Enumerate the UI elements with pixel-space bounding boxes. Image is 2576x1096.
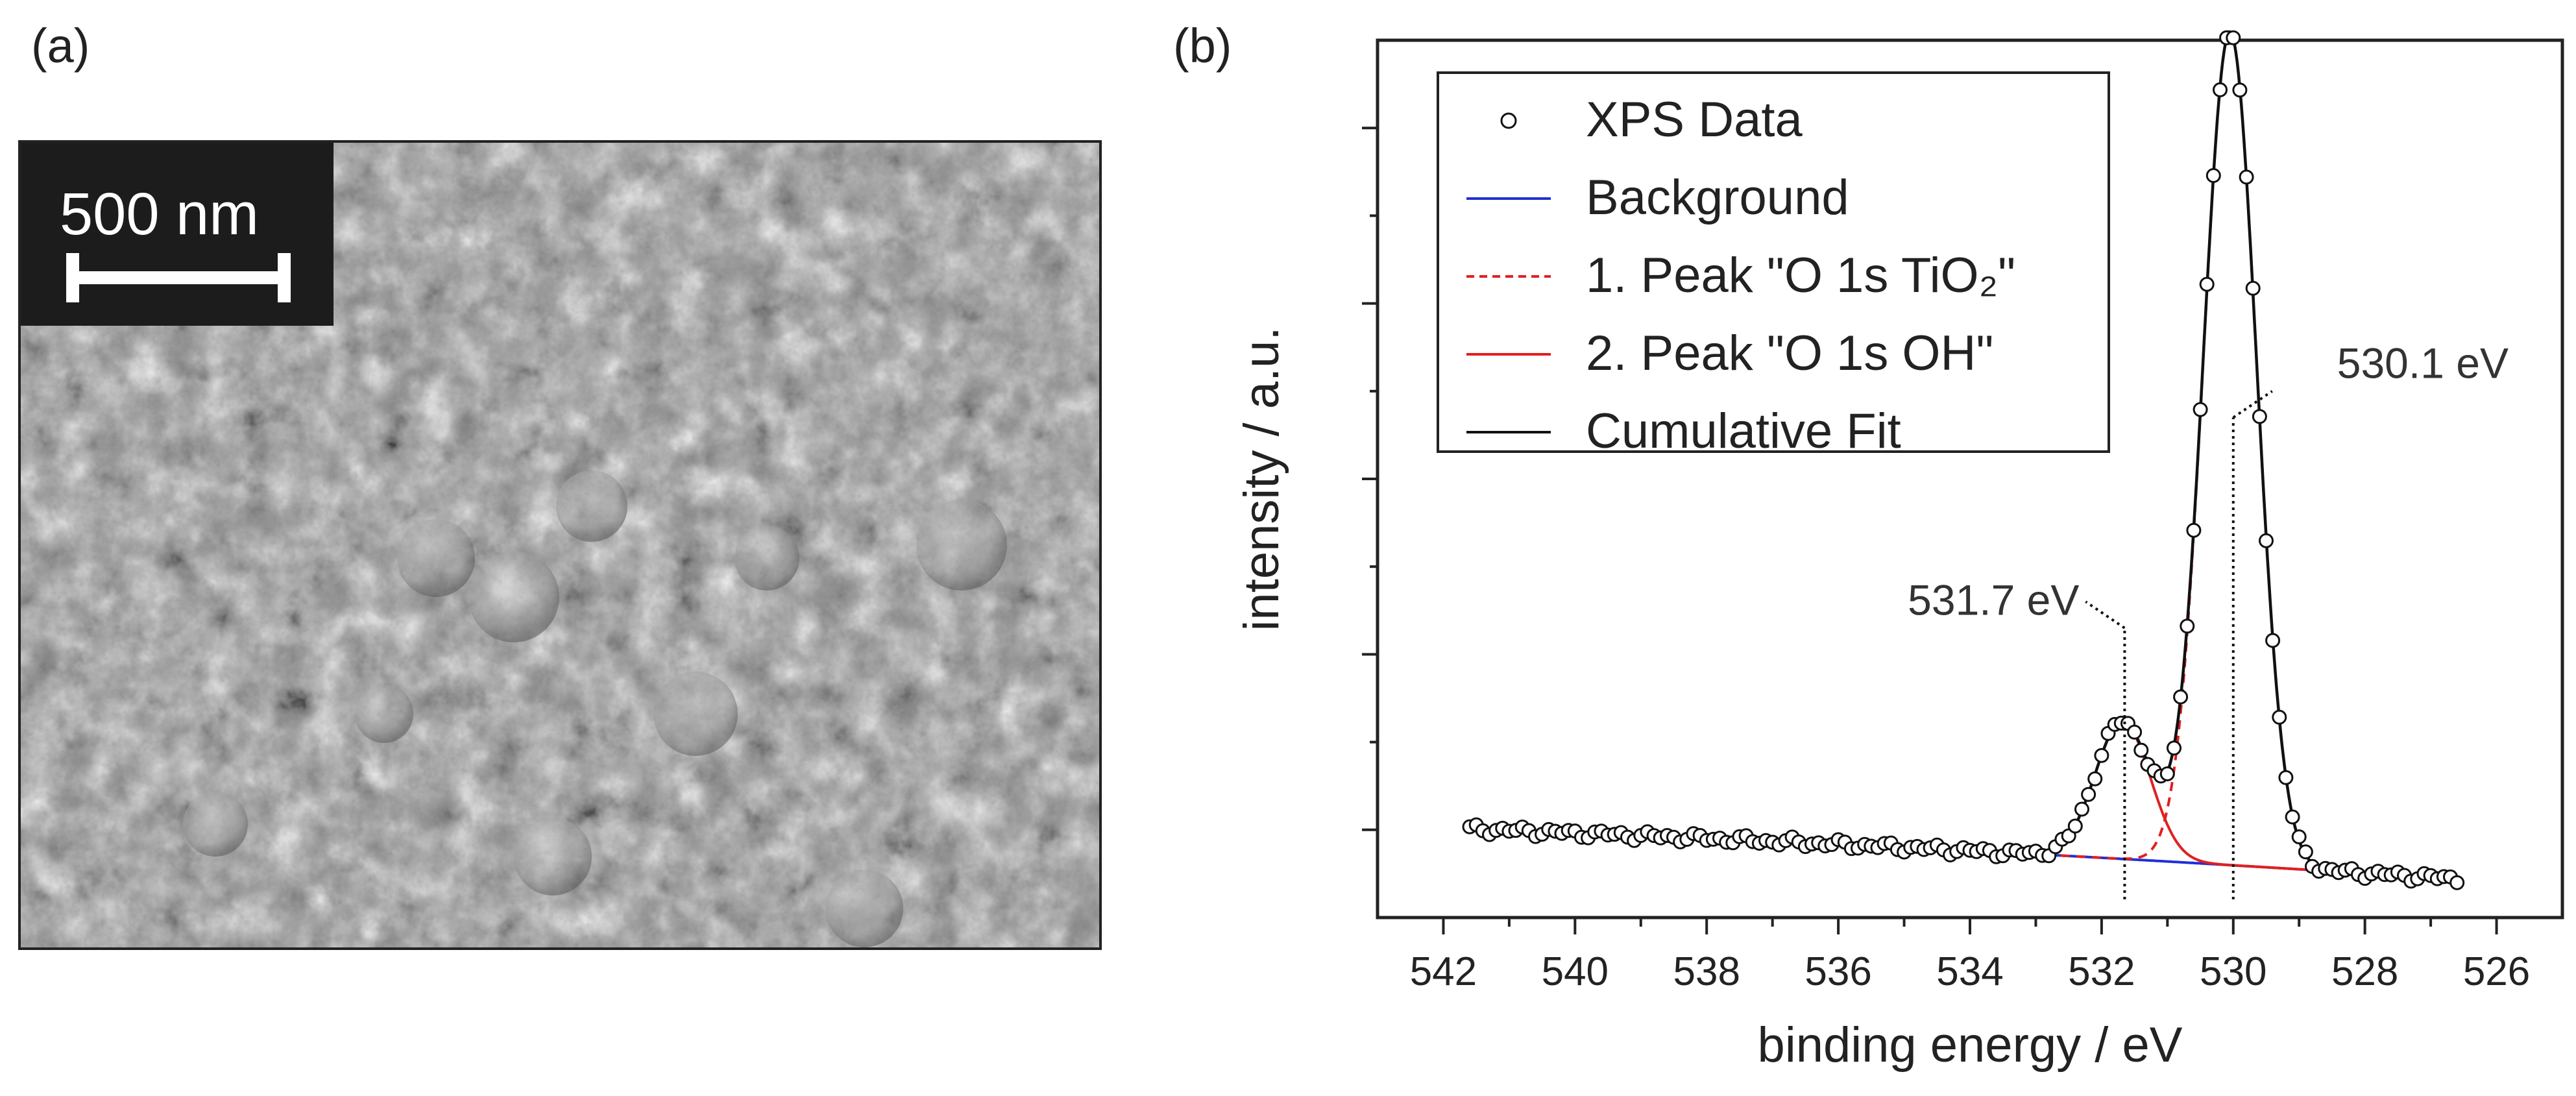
x-tick-label: 542: [1410, 949, 1477, 994]
data-point: [2180, 618, 2195, 634]
data-point: [2449, 875, 2465, 890]
data-point: [2186, 522, 2202, 538]
x-tick-label: 532: [2068, 949, 2135, 994]
x-tick-label: 526: [2463, 949, 2530, 994]
legend-entry-label: 1. Peak "O 1s TiO₂": [1586, 248, 2015, 303]
legend-marker-circle: [1500, 112, 1517, 129]
data-point: [2252, 409, 2267, 424]
scale-bar-cap-right: [278, 253, 291, 302]
data-point: [2074, 801, 2089, 817]
data-point: [2159, 766, 2175, 781]
data-point: [2094, 748, 2109, 763]
data-point: [2167, 740, 2181, 756]
data-point: [2245, 280, 2261, 296]
y-axis-label: intensity / a.u.: [1234, 327, 1289, 631]
data-point: [2278, 770, 2294, 785]
legend-entry-label: 2. Peak "O 1s OH": [1586, 326, 1993, 381]
data-point: [2087, 771, 2103, 786]
x-axis-label: binding energy / eV: [1758, 1017, 2183, 1073]
scale-bar: [66, 271, 291, 284]
data-point: [2199, 276, 2215, 292]
x-tick-label: 538: [1673, 949, 1740, 994]
data-point: [2081, 786, 2096, 802]
xps-chart: 542 540 538 536 534 532 530 528 526 530.1 eV 531.…: [1200, 0, 2576, 1093]
scale-bar-label: 500 nm: [60, 181, 259, 247]
x-tick-label: 536: [1804, 949, 1871, 994]
data-point: [2213, 82, 2228, 97]
annotation-label-531: 531.7 eV: [1908, 576, 2079, 624]
annotation-label-530: 530.1 eV: [2337, 339, 2509, 387]
legend-box: [1437, 71, 2110, 453]
data-point: [2265, 633, 2281, 648]
scale-bar-cap-left: [66, 253, 79, 302]
data-point: [2298, 844, 2313, 860]
legend-entry-label: XPS Data: [1586, 92, 1803, 147]
sem-micrograph: 500 nm: [18, 140, 1102, 950]
scale-bar-box: 500 nm: [21, 143, 334, 326]
legend-entry-label: Background: [1586, 170, 1849, 225]
data-point: [2291, 829, 2307, 845]
data-point: [2127, 724, 2143, 740]
x-tick-label: 540: [1542, 949, 1609, 994]
x-tick-label: 530: [2200, 949, 2266, 994]
data-point: [2193, 402, 2208, 417]
data-point: [2232, 82, 2248, 98]
data-point: [2173, 689, 2189, 705]
data-point: [2226, 30, 2241, 45]
data-point: [2239, 169, 2254, 185]
annotation-leader-530: [2232, 390, 2273, 419]
x-tick-label: 534: [1936, 949, 2003, 994]
panel-a-label: (a): [31, 19, 90, 73]
data-point: [2205, 168, 2221, 183]
panel-b-label: (b): [1173, 19, 1232, 73]
x-tick-label: 528: [2331, 949, 2398, 994]
data-point: [2259, 533, 2274, 548]
annotation-leader-531: [2085, 600, 2126, 629]
data-point: [2285, 809, 2300, 825]
data-point: [2133, 742, 2149, 758]
data-point: [2272, 709, 2287, 725]
legend-entry-label: Cumulative Fit: [1586, 404, 1901, 459]
data-point: [2067, 818, 2083, 834]
